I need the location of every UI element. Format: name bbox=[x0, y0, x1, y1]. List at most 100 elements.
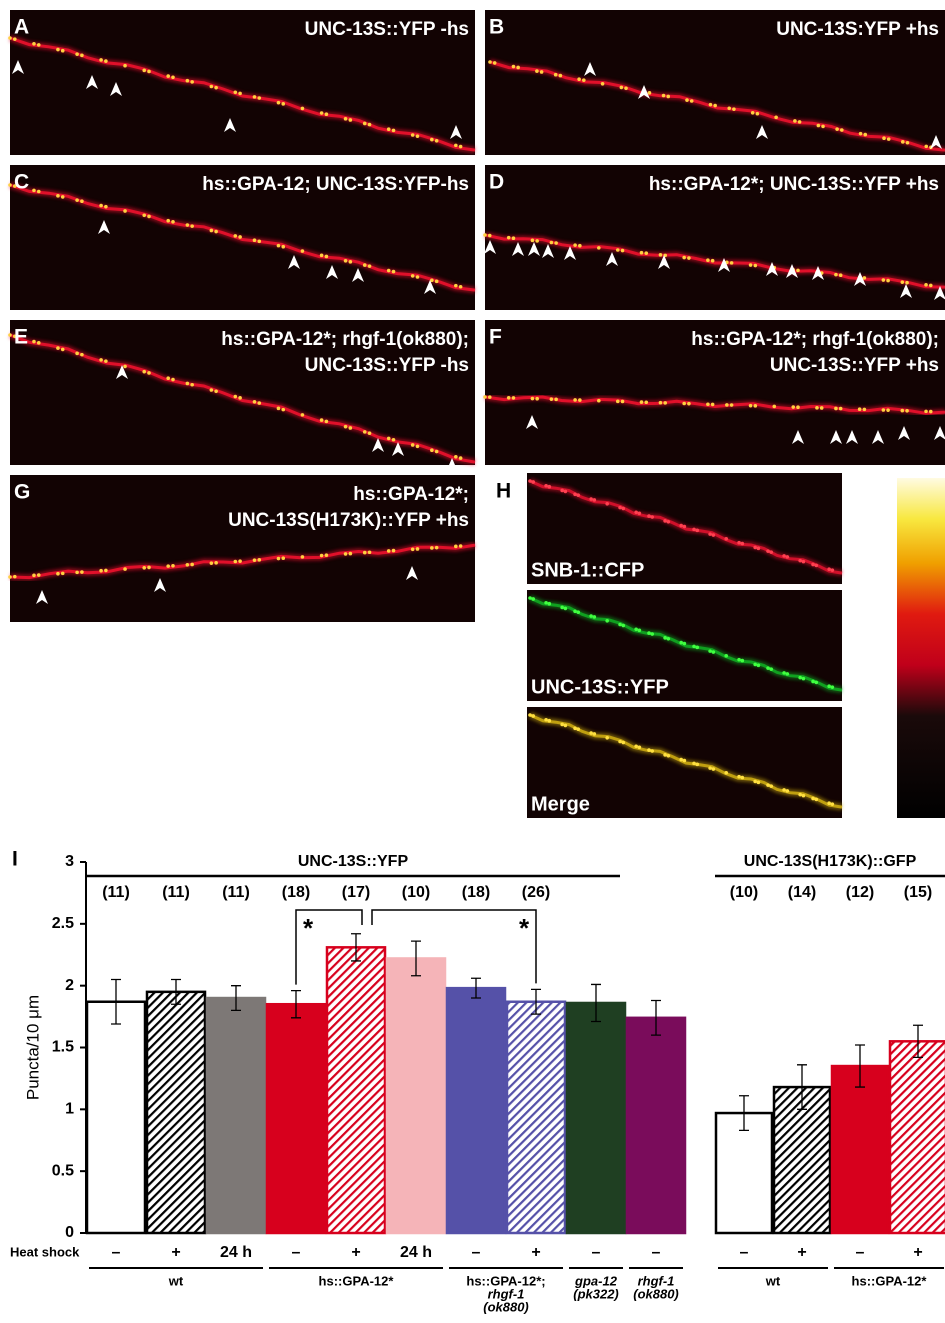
puncta bbox=[815, 406, 819, 410]
error-bar bbox=[531, 988, 541, 1015]
genotype-label: hs::GPA-12* bbox=[319, 1273, 395, 1288]
puncta bbox=[531, 597, 536, 601]
puncta bbox=[695, 762, 700, 767]
puncta bbox=[597, 398, 601, 403]
puncta bbox=[80, 352, 84, 357]
x-tick-label: + bbox=[351, 1244, 360, 1261]
puncta bbox=[753, 263, 758, 268]
puncta bbox=[862, 276, 867, 280]
bar bbox=[85, 1000, 147, 1235]
puncta bbox=[729, 403, 734, 407]
puncta bbox=[605, 735, 609, 740]
puncta bbox=[531, 714, 536, 718]
puncta bbox=[563, 489, 568, 494]
puncta bbox=[708, 766, 712, 770]
puncta bbox=[391, 548, 396, 553]
puncta bbox=[905, 280, 909, 285]
puncta bbox=[863, 132, 868, 137]
puncta bbox=[689, 99, 694, 103]
bar bbox=[145, 990, 207, 1235]
panel-text: hs::GPA-12*; UNC-13S::YFP +hs bbox=[649, 174, 939, 195]
arrowhead bbox=[564, 246, 576, 260]
puncta bbox=[319, 553, 324, 558]
puncta bbox=[740, 658, 745, 663]
puncta bbox=[410, 274, 415, 278]
panel-text: UNC-13S::YFP +hs bbox=[770, 355, 939, 376]
panel-text: F bbox=[489, 326, 502, 349]
puncta bbox=[281, 102, 286, 106]
puncta bbox=[214, 561, 218, 565]
puncta bbox=[647, 748, 651, 752]
puncta bbox=[56, 571, 60, 576]
puncta bbox=[663, 636, 667, 640]
puncta bbox=[840, 128, 844, 132]
puncta bbox=[142, 565, 147, 570]
arrowhead bbox=[372, 438, 384, 452]
significance-star: * bbox=[303, 913, 314, 943]
puncta bbox=[900, 408, 905, 413]
puncta bbox=[748, 403, 753, 408]
puncta bbox=[558, 73, 563, 78]
genotype-label: (ok880) bbox=[633, 1286, 679, 1301]
puncta bbox=[682, 758, 687, 763]
color-scale bbox=[897, 478, 945, 818]
puncta bbox=[634, 744, 638, 749]
puncta bbox=[658, 400, 663, 405]
puncta bbox=[695, 645, 700, 650]
puncta bbox=[679, 640, 683, 645]
genotype-label: wt bbox=[765, 1273, 781, 1288]
puncta bbox=[511, 396, 516, 400]
puncta bbox=[56, 346, 60, 350]
puncta bbox=[362, 430, 367, 434]
puncta bbox=[576, 610, 581, 615]
puncta bbox=[692, 761, 696, 766]
puncta bbox=[386, 268, 391, 273]
puncta bbox=[99, 358, 103, 362]
puncta bbox=[682, 255, 686, 260]
arrowhead bbox=[154, 578, 166, 592]
puncta bbox=[924, 409, 928, 414]
puncta bbox=[647, 631, 651, 635]
puncta bbox=[434, 449, 439, 454]
panel-text: G bbox=[14, 481, 30, 504]
puncta bbox=[639, 400, 644, 404]
puncta bbox=[104, 568, 108, 573]
puncta bbox=[415, 444, 420, 449]
puncta bbox=[687, 256, 691, 260]
genotype-label: gpa-12 bbox=[574, 1273, 618, 1288]
arrowhead bbox=[846, 430, 858, 444]
puncta bbox=[391, 269, 396, 274]
puncta bbox=[458, 544, 463, 548]
panel-letter: H bbox=[496, 480, 511, 503]
puncta bbox=[682, 524, 687, 529]
puncta bbox=[434, 279, 439, 284]
puncta bbox=[549, 240, 554, 245]
panel-text: hs::GPA-12*; rhgf-1(ok880); bbox=[691, 329, 939, 350]
puncta bbox=[434, 138, 439, 143]
puncta bbox=[214, 229, 218, 234]
neurite bbox=[529, 596, 843, 692]
arrowhead bbox=[352, 268, 364, 282]
panel-text: hs::GPA-12; UNC-13S:YFP-hs bbox=[202, 174, 469, 195]
bar bbox=[565, 1001, 627, 1235]
puncta bbox=[281, 556, 286, 560]
puncta bbox=[185, 381, 190, 386]
puncta bbox=[483, 395, 487, 399]
puncta bbox=[886, 137, 891, 141]
puncta bbox=[727, 106, 732, 111]
puncta bbox=[386, 549, 391, 553]
error-bar bbox=[231, 985, 241, 1012]
y-tick-label: 2.5 bbox=[52, 915, 74, 932]
puncta bbox=[666, 94, 671, 99]
y-tick-label: 2 bbox=[65, 977, 74, 994]
arrowhead bbox=[12, 60, 24, 74]
puncta bbox=[827, 684, 831, 689]
puncta bbox=[798, 558, 802, 563]
puncta bbox=[615, 399, 620, 404]
n-label: (11) bbox=[222, 884, 250, 901]
puncta bbox=[692, 527, 696, 532]
puncta bbox=[711, 767, 716, 771]
puncta bbox=[724, 654, 729, 658]
genotype-label: hs::GPA-12*; bbox=[466, 1273, 545, 1288]
puncta bbox=[348, 118, 353, 122]
